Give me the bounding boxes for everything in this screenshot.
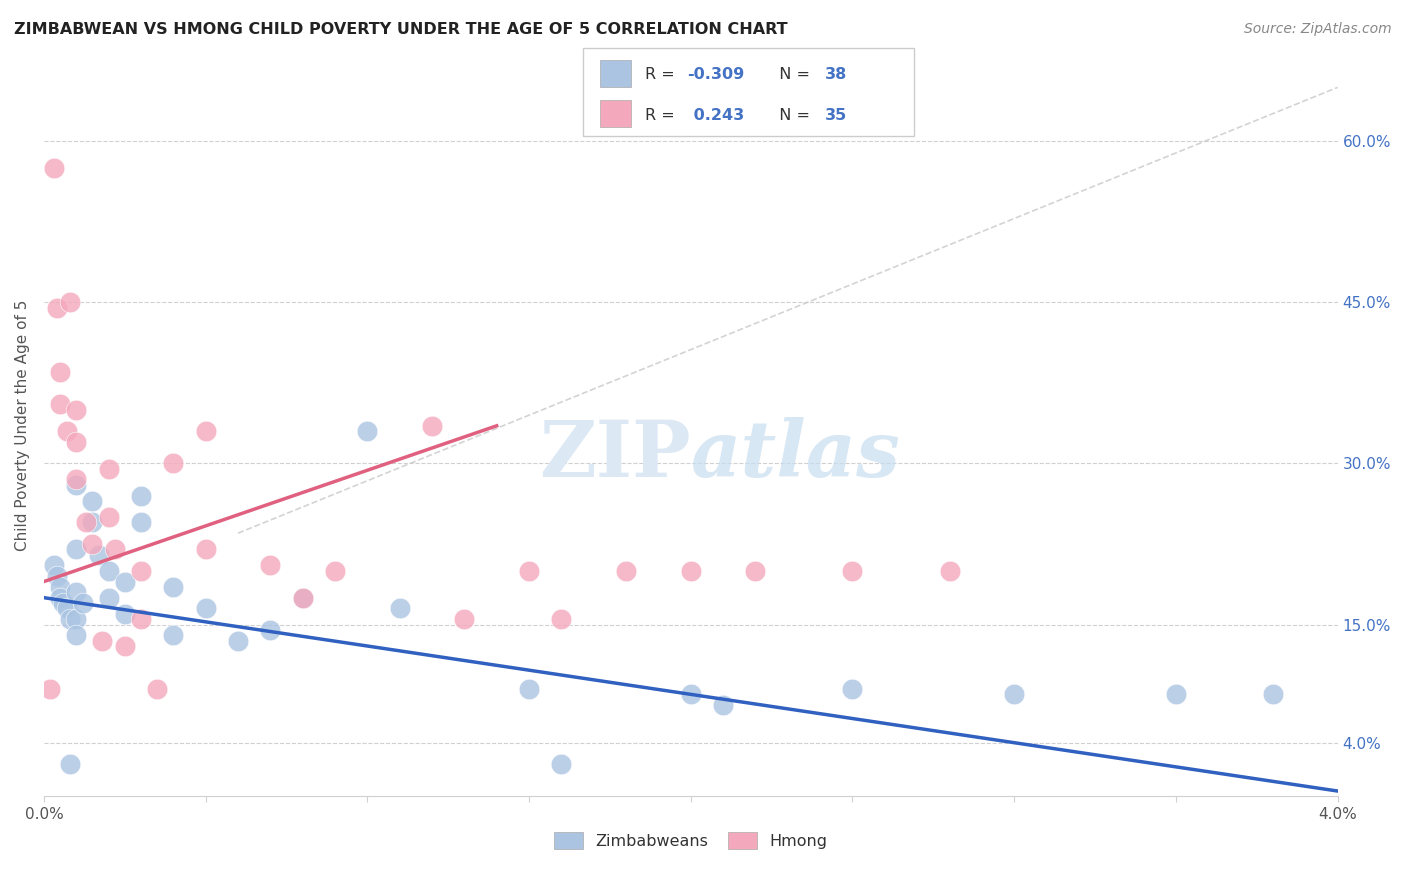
Point — [291, 591, 314, 605]
Point — [1002, 687, 1025, 701]
Point — [49, 365, 72, 379]
Text: ZIP: ZIP — [538, 417, 690, 493]
Point — [65, 402, 87, 417]
Text: N =: N = — [769, 108, 815, 123]
Point — [114, 639, 136, 653]
Point — [291, 591, 314, 605]
Text: 35: 35 — [825, 108, 848, 123]
Text: ZIMBABWEAN VS HMONG CHILD POVERTY UNDER THE AGE OF 5 CORRELATION CHART: ZIMBABWEAN VS HMONG CHILD POVERTY UNDER … — [14, 22, 787, 37]
Point — [226, 633, 249, 648]
Text: N =: N = — [769, 68, 815, 82]
Text: 0.243: 0.243 — [688, 108, 744, 123]
Point — [453, 612, 475, 626]
Point — [129, 612, 152, 626]
Point — [614, 564, 637, 578]
Point — [744, 564, 766, 578]
Point — [194, 601, 217, 615]
Point — [65, 585, 87, 599]
Text: atlas: atlas — [690, 417, 901, 493]
Point — [162, 628, 184, 642]
Text: Source: ZipAtlas.com: Source: ZipAtlas.com — [1244, 22, 1392, 37]
Point — [82, 516, 104, 530]
Point — [52, 596, 75, 610]
Point — [841, 564, 863, 578]
Point — [49, 397, 72, 411]
Point — [1164, 687, 1187, 701]
Point — [259, 623, 281, 637]
Point — [356, 424, 378, 438]
Point — [162, 580, 184, 594]
Point — [39, 681, 62, 696]
Point — [42, 558, 65, 573]
Point — [65, 478, 87, 492]
Point — [91, 633, 114, 648]
Point — [938, 564, 960, 578]
Y-axis label: Child Poverty Under the Age of 5: Child Poverty Under the Age of 5 — [15, 300, 30, 551]
Point — [129, 489, 152, 503]
Point — [82, 537, 104, 551]
Point — [104, 542, 127, 557]
Point — [517, 681, 540, 696]
Point — [388, 601, 411, 615]
Point — [517, 564, 540, 578]
Point — [59, 757, 82, 772]
Point — [323, 564, 346, 578]
Point — [49, 591, 72, 605]
Point — [114, 607, 136, 621]
Point — [841, 681, 863, 696]
Point — [194, 424, 217, 438]
Point — [72, 596, 94, 610]
Point — [55, 424, 77, 438]
Point — [65, 612, 87, 626]
Point — [97, 462, 120, 476]
Point — [45, 301, 67, 315]
Legend: Zimbabweans, Hmong: Zimbabweans, Hmong — [548, 826, 834, 855]
Point — [97, 510, 120, 524]
Point — [679, 564, 702, 578]
Point — [59, 612, 82, 626]
Point — [45, 569, 67, 583]
Point — [65, 628, 87, 642]
Point — [65, 473, 87, 487]
Point — [55, 601, 77, 615]
Point — [711, 698, 734, 712]
Point — [679, 687, 702, 701]
Point — [129, 516, 152, 530]
Point — [114, 574, 136, 589]
Point — [82, 494, 104, 508]
Text: R =: R = — [645, 108, 681, 123]
Point — [550, 757, 572, 772]
Point — [550, 612, 572, 626]
Point — [49, 580, 72, 594]
Point — [97, 564, 120, 578]
Text: R =: R = — [645, 68, 681, 82]
Text: 38: 38 — [825, 68, 848, 82]
Point — [97, 591, 120, 605]
Point — [59, 295, 82, 310]
Point — [65, 434, 87, 449]
Point — [162, 456, 184, 470]
Point — [129, 564, 152, 578]
Point — [42, 161, 65, 175]
Point — [75, 516, 97, 530]
Point — [1261, 687, 1284, 701]
Point — [65, 542, 87, 557]
Point — [146, 681, 169, 696]
Point — [194, 542, 217, 557]
Point — [420, 418, 443, 433]
Text: -0.309: -0.309 — [688, 68, 745, 82]
Point — [259, 558, 281, 573]
Point — [87, 548, 110, 562]
